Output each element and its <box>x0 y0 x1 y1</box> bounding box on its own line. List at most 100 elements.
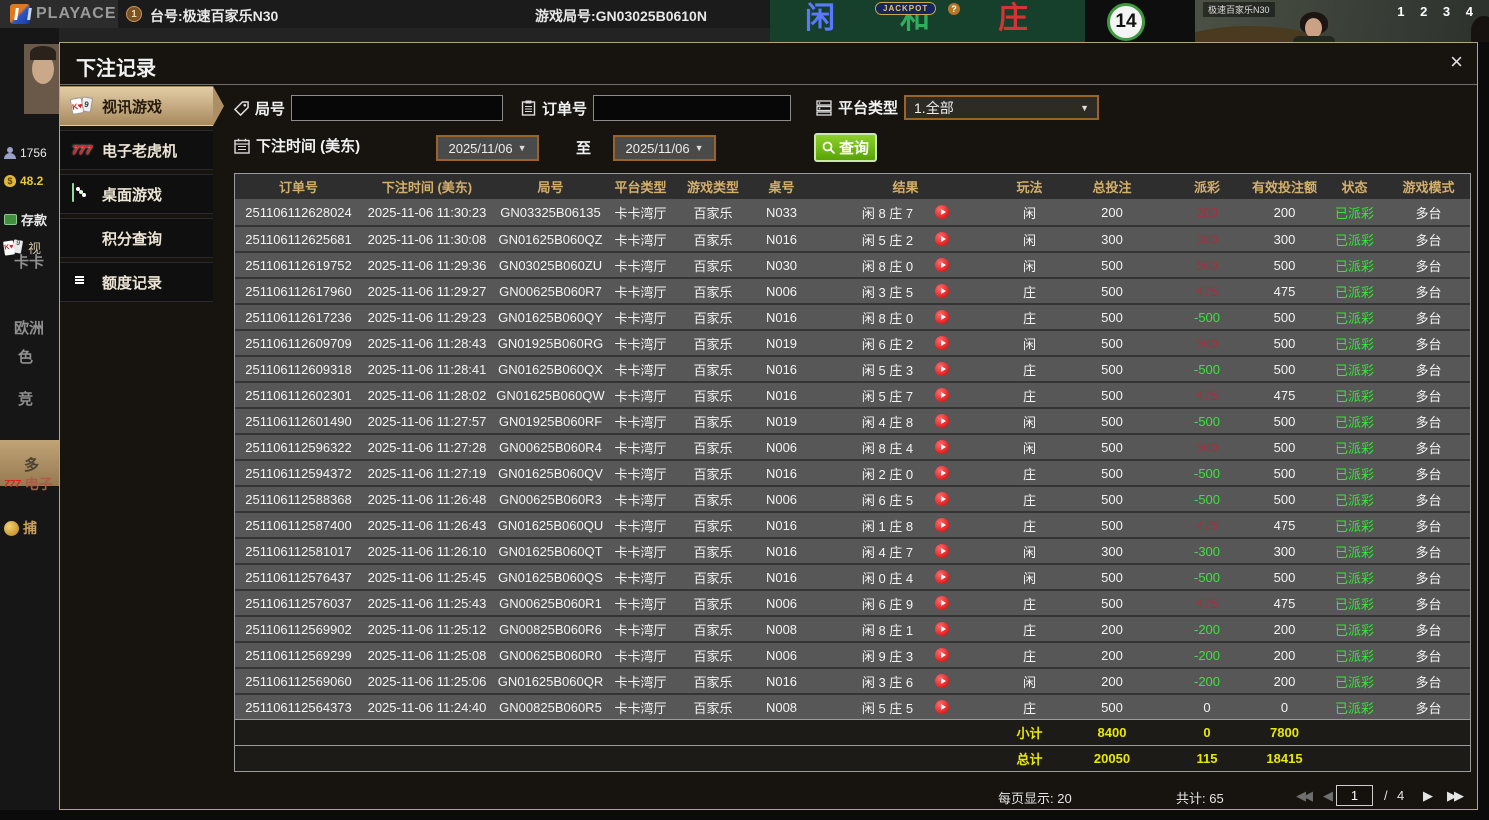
cell-order_no: 251106112581017 <box>245 543 352 559</box>
tab-video-games[interactable]: 9 K♥ 视讯游戏 <box>60 86 224 126</box>
round-input[interactable] <box>291 95 504 121</box>
play-video-icon[interactable] <box>935 596 950 610</box>
prev-page-icon[interactable]: ◀ <box>1323 788 1333 803</box>
play-video-icon[interactable] <box>935 258 950 272</box>
sidebar-item-europe[interactable]: 欧洲 <box>14 320 45 337</box>
date-from-picker[interactable]: 2025/11/06 ▼ <box>436 135 539 161</box>
tab-quota-records[interactable]: 额度记录 <box>60 262 213 302</box>
play-video-icon[interactable] <box>935 518 950 532</box>
cell-play: 庄 <box>1022 700 1036 716</box>
deposit-button[interactable]: 存款 <box>4 210 47 229</box>
cell-game_type: 百家乐 <box>693 544 733 560</box>
cell-mode: 多台 <box>1415 205 1442 221</box>
cell-total_bet: 500 <box>1101 517 1123 533</box>
cell-order_no: 251106112576037 <box>245 595 352 611</box>
cell-table_no: N006 <box>765 439 798 455</box>
cell-total_bet: 500 <box>1101 439 1123 455</box>
cell-mode: 多台 <box>1415 648 1442 664</box>
play-video-icon[interactable] <box>935 362 950 376</box>
bet-zone-banker[interactable]: 庄 <box>998 2 1028 35</box>
play-video-icon[interactable] <box>935 622 950 636</box>
cell-payout: 475 <box>1196 387 1218 403</box>
cell-play: 庄 <box>1022 518 1036 534</box>
round-filter: 局号 <box>234 95 504 121</box>
platform-select[interactable]: 1.全部 ▼ <box>904 95 1100 120</box>
coin-icon <box>4 520 19 536</box>
sidebar-item-jing[interactable]: 竞 <box>18 391 34 408</box>
cell-game_type: 百家乐 <box>693 518 733 534</box>
order-input[interactable] <box>593 95 792 121</box>
cell-total_bet: 300 <box>1101 543 1123 559</box>
tab-table-games[interactable]: 桌面游戏 <box>60 174 213 214</box>
cell-game_type: 百家乐 <box>693 648 733 664</box>
result-cell: 闲 8 庄 0 <box>809 256 1002 275</box>
play-video-icon[interactable] <box>935 674 950 688</box>
result-cell: 闲 8 庄 7 <box>809 203 1002 222</box>
play-video-icon[interactable] <box>935 700 950 714</box>
cell-game_type: 百家乐 <box>693 362 733 378</box>
cell-table_no: N016 <box>765 309 798 325</box>
play-video-icon[interactable] <box>935 570 950 584</box>
first-page-icon[interactable]: ◀◀ <box>1296 788 1313 803</box>
play-video-icon[interactable] <box>935 388 950 402</box>
left-sidebar: 1756 $ 48.2 存款 9 K♥ 视 卡卡 欧洲 色 竞 多 777 电子 … <box>0 28 59 810</box>
cell-payout: 500 <box>1196 335 1218 351</box>
result-text: 闲 1 庄 8 <box>861 518 914 534</box>
play-video-icon[interactable] <box>935 414 950 428</box>
jackpot-help-icon[interactable]: ? <box>948 3 960 15</box>
cell-round_no: GN00625B060R1 <box>499 595 602 611</box>
play-video-icon[interactable] <box>935 336 950 350</box>
cell-order_no: 251106112609318 <box>245 361 352 377</box>
table-row: 251106112596322 2025-11-06 11:27:28 GN0062… <box>235 433 1470 459</box>
cell-bet_time: 2025-11-06 11:25:45 <box>367 569 487 585</box>
play-video-icon[interactable] <box>935 492 950 506</box>
sidebar-item-fishing[interactable]: 捕 <box>4 518 37 538</box>
column-header: 状态 <box>1341 180 1368 195</box>
cell-bet_time: 2025-11-06 11:25:08 <box>367 647 487 663</box>
play-video-icon[interactable] <box>935 440 950 454</box>
cell-game_type: 百家乐 <box>693 258 733 274</box>
date-to-picker[interactable]: 2025/11/06 ▼ <box>613 135 716 161</box>
play-video-icon[interactable] <box>935 232 950 246</box>
bet-zone-player[interactable]: 闲 <box>805 2 835 35</box>
result-text: 闲 6 庄 9 <box>861 596 914 612</box>
sidebar-item-multi-highlight[interactable]: 多 <box>0 440 59 486</box>
sidebar-item-slots[interactable]: 777 电子 <box>4 474 53 494</box>
balance-row: $ 48.2 <box>4 174 43 188</box>
table-row: 251106112602301 2025-11-06 11:28:02 GN0162… <box>235 381 1470 407</box>
cell-payout: -500 <box>1193 491 1221 507</box>
cell-platform: 卡卡湾厅 <box>614 388 667 404</box>
platform-icon <box>816 99 832 116</box>
tab-points-query[interactable]: 积分查询 <box>60 218 213 258</box>
last-page-icon[interactable]: ▶▶ <box>1447 788 1464 803</box>
play-video-icon[interactable] <box>935 310 950 324</box>
cell-valid_bet: 475 <box>1273 283 1296 299</box>
cell-total_bet: 500 <box>1101 335 1123 351</box>
sidebar-item-video[interactable]: 9 K♥ 视 <box>3 238 41 257</box>
column-header: 平台类型 <box>614 180 667 195</box>
cell-bet_time: 2025-11-06 11:28:02 <box>367 387 487 403</box>
play-video-icon[interactable] <box>935 466 950 480</box>
tab-slots[interactable]: 777 电子老虎机 <box>60 130 213 170</box>
cell-platform: 卡卡湾厅 <box>614 700 667 716</box>
next-page-icon[interactable]: ▶ <box>1423 788 1433 803</box>
order-filter: 订单号 <box>521 95 792 121</box>
play-video-icon[interactable] <box>935 205 950 219</box>
page-number-input[interactable] <box>1336 785 1373 806</box>
close-icon[interactable]: × <box>1450 49 1463 74</box>
cell-platform: 卡卡湾厅 <box>614 258 667 274</box>
play-video-icon[interactable] <box>935 648 950 662</box>
cell-platform: 卡卡湾厅 <box>614 570 667 586</box>
avatar[interactable] <box>24 44 59 114</box>
sidebar-item-kaka[interactable]: 卡卡 <box>14 254 45 271</box>
play-video-icon[interactable] <box>935 284 950 298</box>
table-number-label: 台号:极速百家乐N30 <box>150 8 279 24</box>
sidebar-item-se[interactable]: 色 <box>18 349 34 366</box>
result-cell: 闲 6 庄 9 <box>809 594 1002 613</box>
balance-value: 48.2 <box>20 174 44 188</box>
search-button[interactable]: 查询 <box>814 133 877 162</box>
deposit-icon <box>4 214 17 225</box>
cell-mode: 多台 <box>1415 596 1442 612</box>
play-video-icon[interactable] <box>935 544 950 558</box>
column-header: 游戏类型 <box>686 180 739 195</box>
